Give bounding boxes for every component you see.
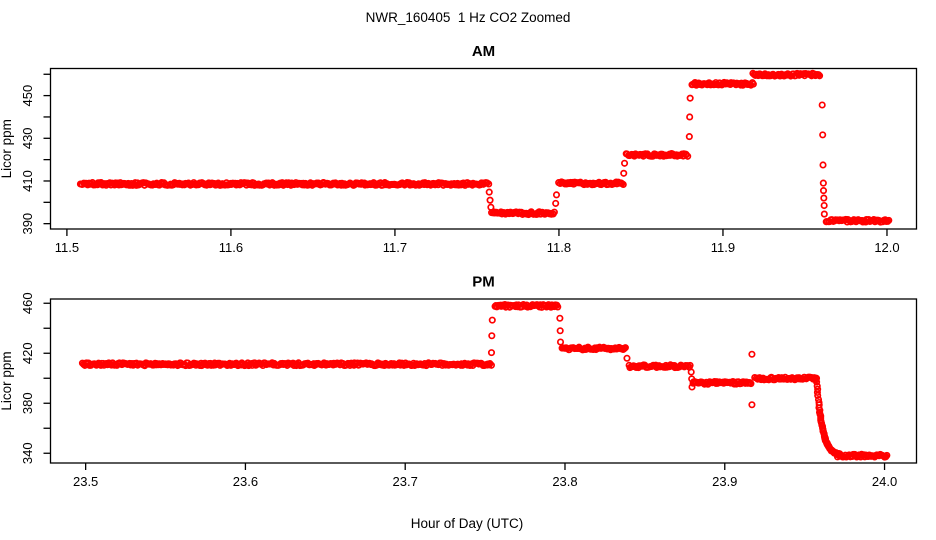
data-point: [749, 80, 757, 88]
plot-box: [49, 67, 918, 230]
x-tick-label: 24.0: [872, 474, 897, 489]
x-tick-label: 11.6: [219, 240, 243, 255]
y-tick-label: 340: [20, 442, 35, 464]
data-point: [552, 191, 561, 199]
data-point: [488, 316, 496, 324]
data-point: [556, 338, 565, 346]
data-point: [621, 344, 629, 352]
y-tick-label: 430: [20, 127, 35, 149]
y-tick-label: 410: [20, 170, 35, 192]
data-point: [487, 361, 495, 369]
data-point: [485, 188, 493, 196]
data-point: [813, 378, 821, 386]
data-point: [885, 216, 893, 224]
panel-title: AM: [472, 43, 495, 60]
data-point: [883, 451, 891, 459]
y-axis-label: Licor ppm: [0, 119, 14, 178]
data-points: [78, 301, 891, 461]
data-point: [818, 101, 826, 109]
data-point: [814, 391, 822, 400]
data-point: [812, 374, 821, 382]
data-point: [816, 72, 824, 80]
data-point: [748, 350, 756, 358]
panel-title: PM: [472, 274, 495, 291]
data-point: [556, 314, 564, 322]
y-tick-label: 390: [20, 213, 35, 235]
data-point: [554, 303, 562, 311]
x-tick-label: 11.5: [55, 240, 79, 255]
data-point: [686, 361, 694, 369]
data-point: [820, 210, 828, 218]
data-point: [688, 375, 696, 383]
data-point: [486, 196, 494, 204]
data-point: [621, 159, 629, 167]
data-point: [819, 187, 828, 195]
data-point: [687, 368, 695, 376]
data-point: [686, 94, 694, 102]
data-point: [819, 179, 827, 187]
figure-title: NWR_160405 1 Hz CO2 Zoomed: [366, 10, 571, 25]
y-tick-label: 420: [20, 342, 35, 364]
data-point: [623, 354, 631, 362]
data-point: [820, 201, 828, 210]
data-point: [552, 199, 560, 207]
data-point: [485, 180, 493, 188]
data-point: [748, 401, 756, 409]
y-tick-label: 450: [20, 85, 35, 107]
data-point: [487, 349, 496, 357]
panels-group: AM Licor ppm 11.5 11.6 11.7 11.8 11.9 12.0 390 41…: [0, 43, 918, 489]
data-point: [820, 194, 828, 202]
y-tick-label: 380: [20, 392, 35, 414]
data-point: [556, 327, 564, 335]
x-tick-label: 23.7: [393, 474, 418, 489]
y-axis-label: Licor ppm: [0, 351, 14, 410]
data-point: [684, 152, 692, 160]
x-tick-label: 11.7: [383, 240, 407, 255]
pm-panel: PM Licor ppm 23.5 23.6 23.7 23.8 23.9 24.0 340 38…: [0, 274, 918, 489]
x-tick-label: 11.8: [547, 240, 571, 255]
data-point: [819, 161, 827, 169]
x-tick-label: 23.9: [712, 474, 737, 489]
data-point: [487, 203, 495, 211]
x-tick-label: 23.5: [73, 474, 98, 489]
data-point: [686, 113, 694, 121]
x-tick-label: 11.9: [711, 240, 735, 255]
x-tick-label: 12.0: [874, 240, 899, 255]
plot-box: [49, 298, 918, 464]
data-point: [819, 131, 827, 139]
x-tick-label: 23.8: [552, 474, 577, 489]
x-axis-label: Hour of Day (UTC): [411, 516, 524, 531]
data-points: [76, 69, 893, 226]
data-point: [550, 208, 558, 216]
data-point: [747, 380, 755, 388]
data-point: [619, 180, 627, 188]
data-point: [813, 382, 821, 390]
am-panel: AM Licor ppm 11.5 11.6 11.7 11.8 11.9 12.0 390 41…: [0, 43, 918, 255]
data-point: [688, 383, 696, 391]
data-point: [813, 388, 821, 396]
data-point: [685, 133, 693, 141]
data-point: [488, 332, 496, 340]
data-point: [620, 169, 628, 177]
y-tick-label: 460: [20, 292, 35, 314]
x-tick-label: 23.6: [233, 474, 258, 489]
